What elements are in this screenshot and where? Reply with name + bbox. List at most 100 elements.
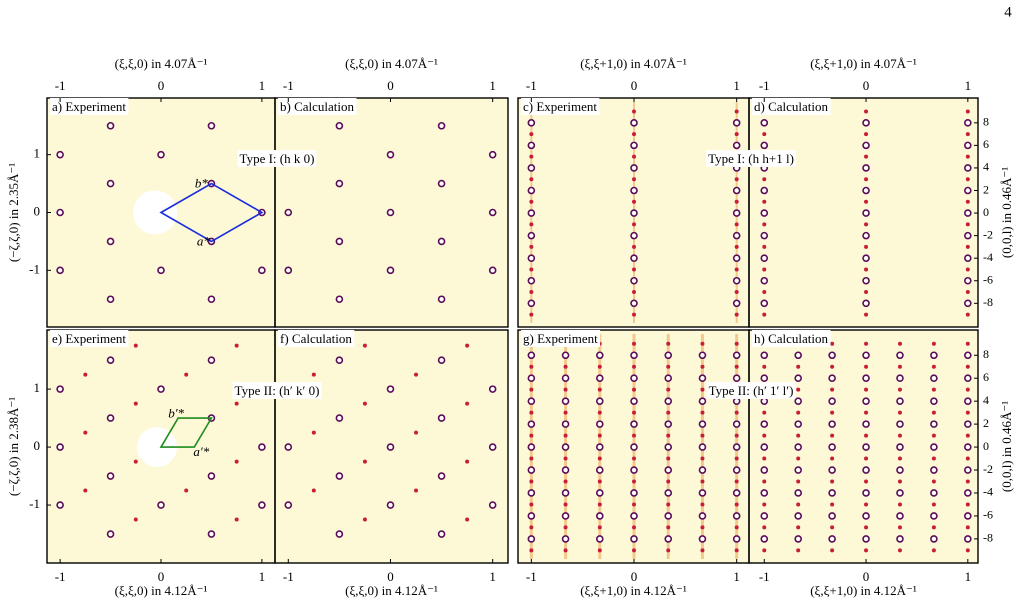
spot bbox=[794, 397, 802, 405]
spot bbox=[964, 489, 972, 497]
spot bbox=[965, 387, 970, 392]
spot bbox=[56, 443, 64, 451]
label-background bbox=[237, 149, 317, 167]
spot bbox=[207, 356, 216, 364]
spot bbox=[488, 266, 497, 275]
tick-label: 6 bbox=[983, 137, 989, 151]
spot bbox=[964, 420, 972, 428]
spot bbox=[234, 459, 239, 464]
spot bbox=[760, 254, 769, 262]
spot bbox=[234, 517, 239, 522]
spot bbox=[760, 535, 769, 543]
spot bbox=[700, 502, 705, 507]
label-background bbox=[232, 381, 322, 399]
spot bbox=[437, 121, 446, 130]
spot bbox=[529, 548, 534, 553]
spot bbox=[796, 548, 801, 553]
spot bbox=[862, 535, 870, 543]
spot bbox=[732, 231, 741, 240]
spot bbox=[864, 410, 869, 415]
spot bbox=[529, 290, 534, 295]
spot bbox=[698, 489, 707, 497]
spot bbox=[965, 479, 970, 484]
spot bbox=[335, 237, 344, 246]
spot bbox=[828, 535, 836, 543]
panel-frame bbox=[748, 97, 979, 328]
spot bbox=[796, 410, 801, 415]
spot bbox=[527, 535, 536, 543]
spot bbox=[965, 132, 970, 137]
spot bbox=[284, 266, 293, 275]
spot bbox=[527, 397, 536, 405]
spot bbox=[796, 364, 801, 369]
spot bbox=[862, 119, 870, 127]
spot bbox=[732, 209, 741, 217]
spot bbox=[964, 374, 972, 383]
spot bbox=[666, 341, 671, 346]
spot bbox=[666, 502, 671, 507]
spot bbox=[734, 109, 739, 114]
spot bbox=[864, 109, 869, 114]
axis-label: (ξ,ξ+1,0) in 4.07Å⁻¹ bbox=[580, 56, 687, 71]
spot bbox=[734, 548, 739, 553]
spot bbox=[630, 164, 638, 172]
spot bbox=[762, 548, 767, 553]
spot bbox=[597, 387, 602, 392]
spot bbox=[931, 433, 936, 438]
spot bbox=[207, 472, 216, 480]
tick-label: -6 bbox=[983, 272, 993, 286]
spot bbox=[527, 443, 536, 451]
spot bbox=[734, 244, 739, 249]
spot bbox=[465, 343, 470, 348]
spot bbox=[335, 179, 344, 188]
spot bbox=[666, 548, 671, 553]
spot bbox=[965, 290, 970, 295]
spot bbox=[563, 525, 568, 530]
spot bbox=[529, 132, 534, 137]
spot bbox=[796, 525, 801, 530]
spot bbox=[488, 208, 497, 217]
tick-label: 0 bbox=[983, 439, 989, 453]
tick-label: -8 bbox=[983, 531, 993, 545]
spot bbox=[760, 489, 769, 497]
spot bbox=[830, 387, 835, 392]
axis-label: (ξ,ξ,0) in 4.12Å⁻¹ bbox=[115, 583, 208, 598]
spot bbox=[632, 267, 637, 272]
spot bbox=[762, 199, 767, 204]
spot bbox=[632, 410, 637, 415]
spot bbox=[732, 254, 741, 262]
spot bbox=[830, 410, 835, 415]
spot bbox=[760, 186, 769, 195]
tick-label: 0 bbox=[158, 569, 165, 584]
spot bbox=[632, 502, 637, 507]
spot bbox=[931, 387, 936, 392]
spot bbox=[732, 299, 741, 308]
axis-label: (ξ,ξ,0) in 4.07Å⁻¹ bbox=[115, 56, 208, 71]
spot bbox=[862, 420, 870, 428]
spot bbox=[335, 356, 344, 364]
spot bbox=[862, 397, 870, 405]
spot bbox=[414, 488, 419, 493]
spot bbox=[133, 517, 138, 522]
spot bbox=[133, 401, 138, 406]
spot bbox=[632, 244, 637, 249]
spot bbox=[563, 433, 568, 438]
spot bbox=[930, 535, 938, 543]
tick-label: -2 bbox=[983, 227, 993, 241]
spot bbox=[864, 199, 869, 204]
spot bbox=[828, 466, 836, 474]
tick-label: 8 bbox=[983, 115, 989, 129]
tick-label: 1 bbox=[733, 78, 740, 93]
axis-label: (ξ,ξ+1,0) in 4.07Å⁻¹ bbox=[810, 56, 917, 71]
spot bbox=[529, 525, 534, 530]
spot bbox=[258, 501, 266, 509]
spot bbox=[794, 374, 802, 383]
spot bbox=[794, 443, 802, 451]
spot bbox=[595, 397, 604, 405]
label-background bbox=[706, 381, 796, 399]
spot bbox=[732, 535, 741, 543]
tick-label: 0 bbox=[387, 78, 394, 93]
spot bbox=[864, 312, 869, 317]
spot bbox=[527, 466, 536, 474]
